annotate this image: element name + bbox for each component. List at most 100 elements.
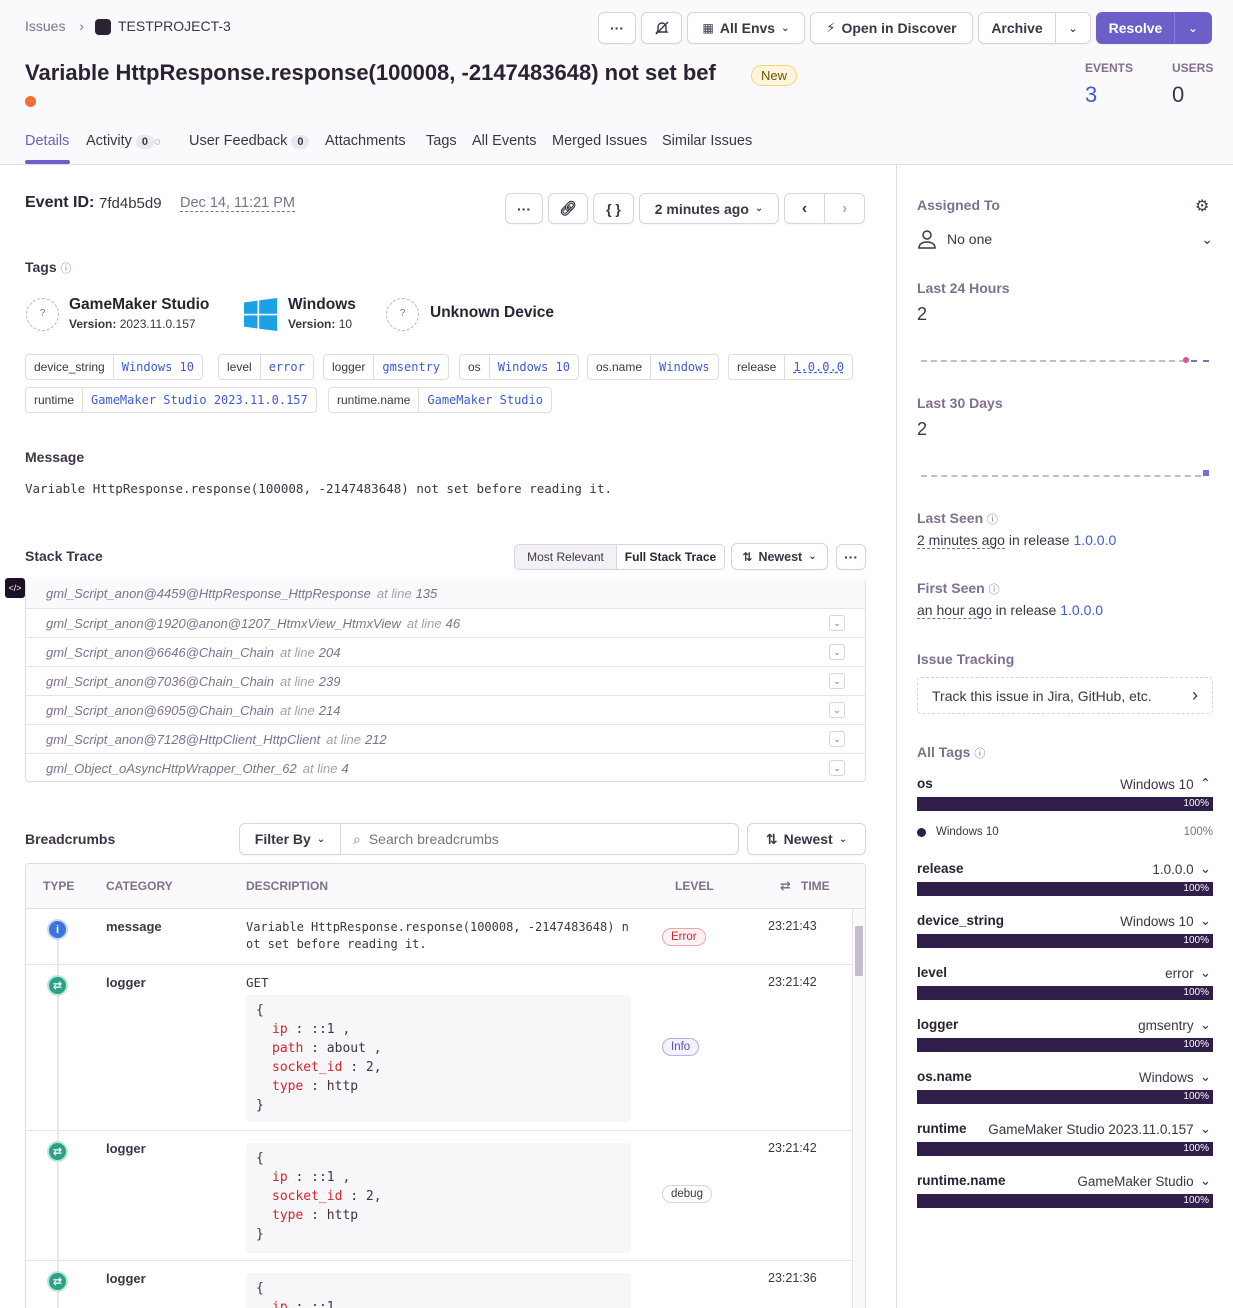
tag-pill-device-string[interactable]: device_string Windows 10 bbox=[25, 354, 203, 380]
stack-frame[interactable]: gml_Script_anon@1920@anon@1207_HtmxView_… bbox=[26, 608, 865, 637]
filter-by-dropdown[interactable]: Filter By ⌄ bbox=[239, 823, 341, 855]
stack-frame[interactable]: gml_Script_anon@6646@Chain_Chain at line 2… bbox=[26, 637, 865, 666]
tag-pill-level[interactable]: level error bbox=[218, 354, 314, 380]
expand-frame-icon[interactable]: ⌄ bbox=[829, 702, 845, 718]
tag-bar-level[interactable]: 100% bbox=[917, 986, 1213, 1000]
archive-options-button[interactable]: ⌄ bbox=[1055, 12, 1091, 44]
stack-frame[interactable]: gml_Object_oAsyncHttpWrapper_Other_62 at … bbox=[26, 753, 865, 782]
tab-attachments[interactable]: Attachments bbox=[325, 133, 406, 149]
windows-icon bbox=[244, 298, 277, 331]
full-stack-trace-toggle[interactable]: Full Stack Trace bbox=[616, 545, 724, 569]
tag-value-release[interactable]: 1.0.0.0 ⌄ bbox=[1152, 861, 1211, 877]
next-event-button[interactable]: › bbox=[824, 193, 865, 224]
tag-value-logger[interactable]: gmsentry ⌄ bbox=[1138, 1017, 1211, 1033]
open-discover-button[interactable]: ⚡ Open in Discover bbox=[810, 12, 973, 44]
breadcrumb-project[interactable]: TESTPROJECT-3 bbox=[118, 18, 231, 34]
track-issue-button[interactable]: Track this issue in Jira, GitHub, etc. › bbox=[917, 677, 1213, 714]
expand-frame-icon[interactable]: ⌄ bbox=[829, 673, 845, 689]
chevron-down-icon: ⌄ bbox=[1199, 965, 1211, 980]
tag-bar-device-string[interactable]: 100% bbox=[917, 934, 1213, 948]
tag-pill-logger[interactable]: logger gmsentry bbox=[323, 354, 450, 380]
breadcrumb-issues[interactable]: Issues bbox=[25, 18, 66, 34]
tag-bar-os-name[interactable]: 100% bbox=[917, 1090, 1213, 1104]
env-dropdown[interactable]: ▦ All Envs ⌄ bbox=[687, 12, 805, 44]
stack-frame[interactable]: gml_Script_anon@6905@Chain_Chain at line 2… bbox=[26, 695, 865, 724]
tag-name-release[interactable]: release bbox=[917, 861, 964, 876]
chevron-down-icon: ⌄ bbox=[838, 833, 848, 845]
tab-user-feedback[interactable]: User Feedback 0 bbox=[189, 133, 310, 149]
mute-button[interactable] bbox=[641, 12, 682, 44]
tag-pill-runtime-name[interactable]: runtime.name GameMaker Studio bbox=[328, 387, 552, 413]
breadcrumb-time: 23:21:42 bbox=[768, 975, 817, 989]
tab-activity[interactable]: Activity 0 ◌ bbox=[86, 133, 161, 149]
stack-frame[interactable]: gml_Script_anon@4459@HttpResponse_HttpRe… bbox=[26, 579, 865, 608]
event-more-button[interactable]: ··· bbox=[505, 193, 543, 224]
tag-bar-runtime[interactable]: 100% bbox=[917, 1142, 1213, 1156]
expand-frame-icon[interactable]: ⌄ bbox=[829, 731, 845, 747]
resolve-button[interactable]: Resolve bbox=[1096, 12, 1175, 44]
events-count[interactable]: 3 bbox=[1085, 82, 1098, 107]
breadcrumb-search-input[interactable] bbox=[368, 831, 709, 847]
tag-pill-os-name[interactable]: os.name Windows bbox=[587, 354, 719, 380]
release-link[interactable]: 1.0.0.0 bbox=[1060, 602, 1104, 618]
tab-merged-issues[interactable]: Merged Issues bbox=[552, 133, 648, 149]
tag-name-device-string[interactable]: device_string bbox=[917, 913, 1005, 928]
tag-bar-logger[interactable]: 100% bbox=[917, 1038, 1213, 1052]
tab-tags[interactable]: Tags bbox=[426, 133, 457, 149]
all-tags-label: All Tags ⓘ bbox=[917, 744, 986, 760]
tag-name-runtime[interactable]: runtime bbox=[917, 1121, 967, 1136]
chevron-down-icon: ⌄ bbox=[1199, 1069, 1211, 1084]
expand-frame-icon[interactable]: ⌄ bbox=[829, 644, 845, 660]
chevron-down-icon: ⌄ bbox=[1199, 1173, 1211, 1188]
level-indicator bbox=[25, 96, 36, 107]
previous-event-button[interactable]: ‹ bbox=[784, 193, 825, 224]
expand-frame-icon[interactable]: ⌄ bbox=[829, 760, 845, 776]
assignee-dropdown[interactable]: No one ⌄ bbox=[917, 227, 1213, 251]
tab-details[interactable]: Details bbox=[25, 133, 70, 149]
tag-value-os-name[interactable]: Windows ⌄ bbox=[1138, 1069, 1211, 1085]
tab-similar-issues[interactable]: Similar Issues bbox=[662, 133, 753, 149]
tag-value-level[interactable]: error ⌄ bbox=[1165, 965, 1211, 981]
breadcrumb-time: 23:21:36 bbox=[768, 1271, 817, 1285]
tag-name-os-name[interactable]: os.name bbox=[917, 1069, 972, 1084]
tag-legend-os: Windows 10 100% bbox=[917, 826, 1213, 838]
stack-sort-dropdown[interactable]: ⇅ Newest ⌄ bbox=[731, 543, 828, 570]
gear-icon[interactable]: ⚙ bbox=[1195, 198, 1210, 215]
tag-bar-os[interactable]: 100% bbox=[917, 797, 1213, 811]
tag-value-os[interactable]: Windows 10 ⌃ bbox=[1120, 776, 1211, 792]
tag-pill-runtime[interactable]: runtime GameMaker Studio 2023.11.0.157 bbox=[25, 387, 317, 413]
stack-frame[interactable]: gml_Script_anon@7128@HttpClient_HttpClie… bbox=[26, 724, 865, 753]
tag-name-os[interactable]: os bbox=[917, 776, 933, 791]
expand-frame-icon[interactable]: ⌄ bbox=[829, 615, 845, 631]
tag-value-runtime-name[interactable]: GameMaker Studio ⌄ bbox=[1077, 1173, 1211, 1189]
breadcrumb-sort-dropdown[interactable]: ⇅ Newest ⌄ bbox=[747, 823, 866, 855]
archive-button[interactable]: Archive bbox=[978, 12, 1056, 44]
event-time-dropdown[interactable]: 2 minutes ago ⌄ bbox=[639, 193, 779, 224]
stack-more-button[interactable]: ··· bbox=[836, 544, 866, 570]
tag-bar-release[interactable]: 100% bbox=[917, 882, 1213, 896]
last30-value: 2 bbox=[917, 419, 928, 439]
tag-pill-os[interactable]: os Windows 10 bbox=[459, 354, 579, 380]
scrollbar-thumb[interactable] bbox=[855, 926, 863, 976]
tag-name-runtime-name[interactable]: runtime.name bbox=[917, 1173, 1006, 1188]
swap-icon[interactable]: ⇄ bbox=[780, 878, 791, 893]
tag-name-level[interactable]: level bbox=[917, 965, 948, 980]
json-button[interactable]: { } bbox=[593, 193, 634, 224]
breadcrumbs-scrollbar[interactable] bbox=[852, 909, 865, 1308]
tag-pill-release[interactable]: release 1.0.0.0 bbox=[728, 354, 853, 380]
tab-all-events[interactable]: All Events bbox=[472, 133, 537, 149]
tag-name-logger[interactable]: logger bbox=[917, 1017, 959, 1032]
env-label: All Envs bbox=[719, 20, 776, 36]
resolve-options-button[interactable]: ⌄ bbox=[1174, 12, 1212, 44]
tag-bar-runtime-name[interactable]: 100% bbox=[917, 1194, 1213, 1208]
release-link[interactable]: 1.0.0.0 bbox=[1073, 532, 1117, 548]
tag-value-runtime[interactable]: GameMaker Studio 2023.11.0.157 ⌄ bbox=[988, 1121, 1211, 1137]
more-button[interactable]: ··· bbox=[598, 12, 636, 44]
stack-frame[interactable]: gml_Script_anon@7036@Chain_Chain at line 2… bbox=[26, 666, 865, 695]
copy-link-button[interactable]: 🔗︎ bbox=[548, 193, 588, 224]
discover-icon: ⚡ bbox=[826, 20, 836, 35]
chevron-down-icon: ⌄ bbox=[1199, 1017, 1211, 1032]
event-date[interactable]: Dec 14, 11:21 PM bbox=[180, 195, 295, 212]
tag-value-device-string[interactable]: Windows 10 ⌄ bbox=[1120, 913, 1211, 929]
most-relevant-toggle[interactable]: Most Relevant bbox=[527, 550, 604, 564]
